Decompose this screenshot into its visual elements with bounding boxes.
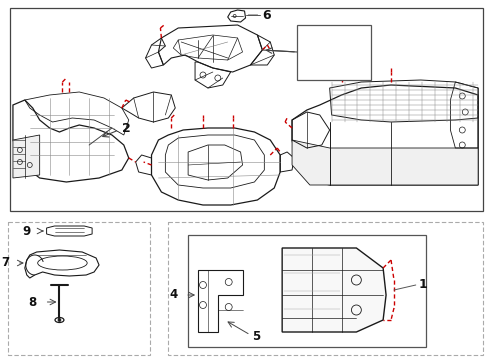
Bar <box>8 222 149 355</box>
Text: 3: 3 <box>312 49 320 62</box>
Text: 8: 8 <box>28 296 37 309</box>
Polygon shape <box>292 140 478 185</box>
Text: 2: 2 <box>122 122 130 135</box>
Text: 6: 6 <box>262 9 271 22</box>
Bar <box>297 25 371 80</box>
Text: 1: 1 <box>419 279 427 292</box>
Polygon shape <box>13 135 40 178</box>
Text: 7: 7 <box>1 256 9 270</box>
Text: 4: 4 <box>169 288 177 302</box>
Bar <box>188 235 426 347</box>
Circle shape <box>58 319 61 321</box>
Polygon shape <box>282 248 386 332</box>
Bar <box>169 222 483 355</box>
Text: 9: 9 <box>23 225 31 238</box>
Bar <box>10 8 483 211</box>
Text: 5: 5 <box>252 330 261 343</box>
